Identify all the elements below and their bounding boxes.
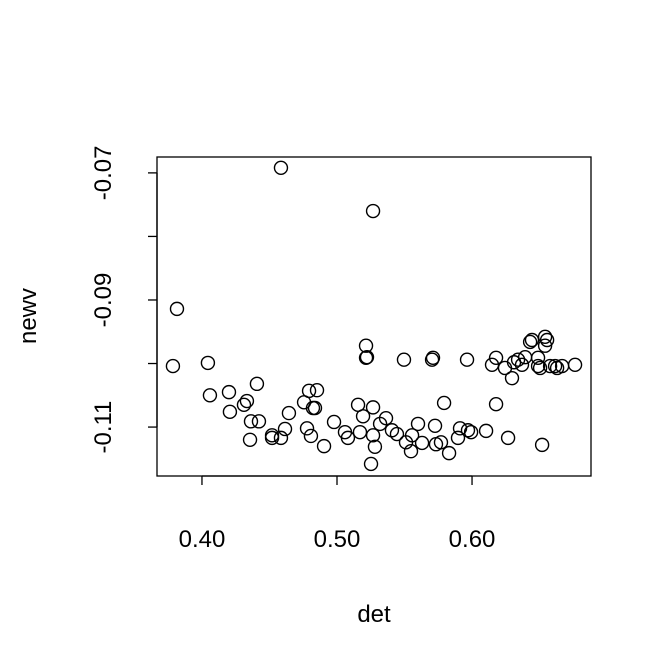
data-point [358, 338, 374, 353]
data-point [542, 358, 558, 374]
data-point [236, 397, 252, 413]
data-point [365, 428, 381, 443]
data-point [547, 358, 563, 374]
data-point [433, 435, 449, 450]
data-point [510, 352, 526, 367]
data-point [427, 418, 443, 433]
data-point [243, 414, 259, 429]
data-point [299, 421, 315, 436]
data-point [273, 160, 289, 176]
x-axis: 0.40 0.50 0.60 [179, 475, 496, 553]
data-point [524, 332, 540, 348]
data-point [389, 426, 405, 442]
data-point [326, 414, 342, 430]
x-axis-label: det [357, 601, 391, 628]
data-point [363, 456, 379, 472]
data-point [222, 404, 238, 420]
data-point [355, 409, 371, 424]
x-tick-label: 0.40 [179, 526, 226, 553]
data-point [478, 423, 494, 439]
data-point [365, 400, 381, 415]
data-point [532, 360, 548, 376]
y-tick-label: -0.07 [90, 146, 117, 201]
data-point [530, 358, 546, 374]
y-axis-label: newv [15, 288, 42, 344]
x-tick-label: 0.50 [314, 526, 361, 553]
data-point [264, 430, 280, 446]
data-point [517, 349, 533, 365]
data-point [396, 352, 412, 367]
data-point [484, 357, 500, 372]
data-point [303, 428, 319, 444]
data-point [242, 432, 258, 447]
data-point [239, 393, 255, 409]
data-point [460, 423, 476, 438]
data-point [403, 444, 419, 459]
data-point [281, 405, 297, 421]
data-point [367, 439, 383, 454]
data-point [450, 430, 466, 446]
data-point [359, 349, 375, 365]
data-point [202, 388, 218, 403]
data-point [277, 421, 293, 437]
data-point [567, 357, 583, 372]
data-point [500, 430, 516, 446]
data-point [504, 370, 520, 386]
data-point [404, 428, 420, 443]
data-point [425, 350, 441, 366]
data-point [463, 424, 479, 440]
data-point [414, 435, 430, 451]
data-point [537, 338, 553, 353]
points-layer [165, 160, 583, 472]
data-point [273, 430, 289, 446]
data-point [534, 437, 550, 453]
data-point [537, 329, 553, 345]
data-point [221, 384, 237, 400]
data-point [378, 410, 394, 426]
data-point [165, 358, 181, 374]
data-point [488, 396, 504, 412]
data-point [249, 376, 265, 392]
data-point [530, 350, 546, 366]
data-point [384, 423, 400, 438]
data-point [301, 383, 317, 399]
data-point [436, 395, 452, 411]
data-point [309, 383, 325, 398]
y-axis: -0.07 -0.09 -0.11 [90, 146, 158, 454]
data-point [441, 445, 457, 461]
data-point [514, 357, 530, 372]
data-point [410, 416, 426, 432]
x-tick-label: 0.60 [449, 526, 496, 553]
data-point [169, 301, 185, 317]
data-point [200, 355, 216, 371]
data-point [539, 332, 555, 348]
data-point [305, 400, 321, 416]
data-point [522, 334, 538, 350]
data-point [365, 203, 381, 219]
data-point [316, 438, 332, 454]
y-tick-label: -0.11 [90, 401, 117, 454]
data-point [251, 414, 267, 429]
data-point [488, 350, 504, 366]
y-tick-label: -0.09 [90, 273, 117, 328]
data-point [459, 352, 475, 367]
data-point [352, 424, 368, 440]
data-point [340, 430, 356, 446]
